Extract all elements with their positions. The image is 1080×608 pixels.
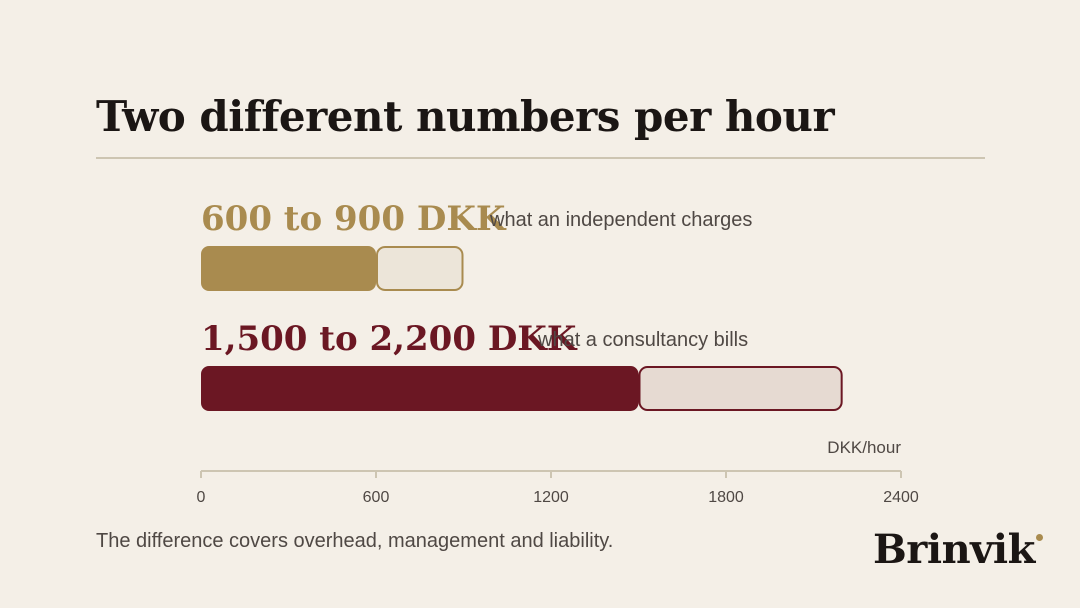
x-tick-label: 2400: [883, 489, 919, 506]
base-bar: [201, 366, 639, 411]
title-divider: [96, 157, 985, 159]
x-tick-label: 0: [197, 489, 206, 506]
x-tick-label: 1800: [708, 489, 744, 506]
brand-logo: Brinvik: [873, 526, 1035, 573]
series-description: what a consultancy bills: [537, 329, 748, 351]
x-axis-label: DKK/hour: [827, 438, 901, 457]
x-tick-label: 600: [363, 489, 390, 506]
series-label: 600 to 900 DKK: [201, 199, 507, 239]
footnote: The difference covers overhead, manageme…: [96, 530, 614, 552]
brand-dot: [1036, 534, 1043, 541]
series-description: what an independent charges: [489, 209, 752, 231]
series-label: 1,500 to 2,200 DKK: [201, 319, 578, 359]
x-tick-label: 1200: [533, 489, 569, 506]
page-title: Two different numbers per hour: [96, 92, 835, 141]
range-bar: [638, 366, 843, 411]
range-bar: [376, 246, 464, 291]
base-bar: [201, 246, 376, 291]
